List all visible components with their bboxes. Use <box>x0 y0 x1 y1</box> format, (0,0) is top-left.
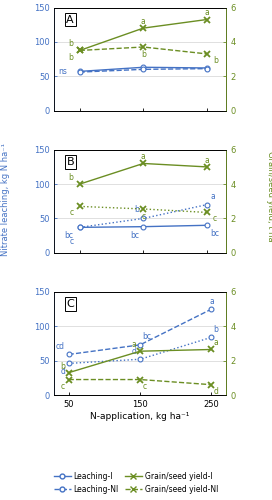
Text: c: c <box>69 237 73 246</box>
Text: c: c <box>69 208 73 218</box>
Text: b: b <box>213 56 218 65</box>
Text: b: b <box>60 362 65 370</box>
Text: a: a <box>204 8 209 18</box>
Text: a: a <box>214 338 218 347</box>
Text: a: a <box>141 152 146 162</box>
Text: a: a <box>141 17 146 26</box>
Text: cd: cd <box>56 342 65 351</box>
Text: c: c <box>61 382 65 391</box>
Text: c: c <box>213 214 217 224</box>
Text: ns: ns <box>58 67 67 76</box>
Text: d: d <box>132 347 137 356</box>
Text: Nitrate leaching, kg N ha⁻¹: Nitrate leaching, kg N ha⁻¹ <box>1 144 10 256</box>
X-axis label: N-application, kg ha⁻¹: N-application, kg ha⁻¹ <box>90 412 190 420</box>
Text: bc: bc <box>211 230 220 238</box>
Legend: Leaching-I, Leaching-NI, Grain/seed yield-I, Grain/seed yield-NI: Leaching-I, Leaching-NI, Grain/seed yiel… <box>51 470 221 496</box>
Text: a: a <box>204 156 209 165</box>
Text: b: b <box>69 52 73 62</box>
Text: b: b <box>214 325 218 334</box>
Text: d: d <box>214 388 218 396</box>
Text: A: A <box>66 14 74 24</box>
Text: B: B <box>66 157 74 167</box>
Text: b: b <box>69 40 73 48</box>
Text: b: b <box>69 173 73 182</box>
Text: Grain/seed yield, t ha⁻¹: Grain/seed yield, t ha⁻¹ <box>266 151 272 249</box>
Text: a: a <box>209 296 214 306</box>
Text: bc: bc <box>142 332 151 342</box>
Text: C: C <box>66 299 74 309</box>
Text: c: c <box>142 382 146 391</box>
Text: a: a <box>132 340 137 349</box>
Text: c: c <box>141 212 145 220</box>
Text: bc: bc <box>131 231 140 240</box>
Text: d: d <box>60 367 65 376</box>
Text: a: a <box>211 192 215 200</box>
Text: b: b <box>135 206 140 214</box>
Text: b: b <box>141 50 146 58</box>
Text: bc: bc <box>64 232 73 240</box>
